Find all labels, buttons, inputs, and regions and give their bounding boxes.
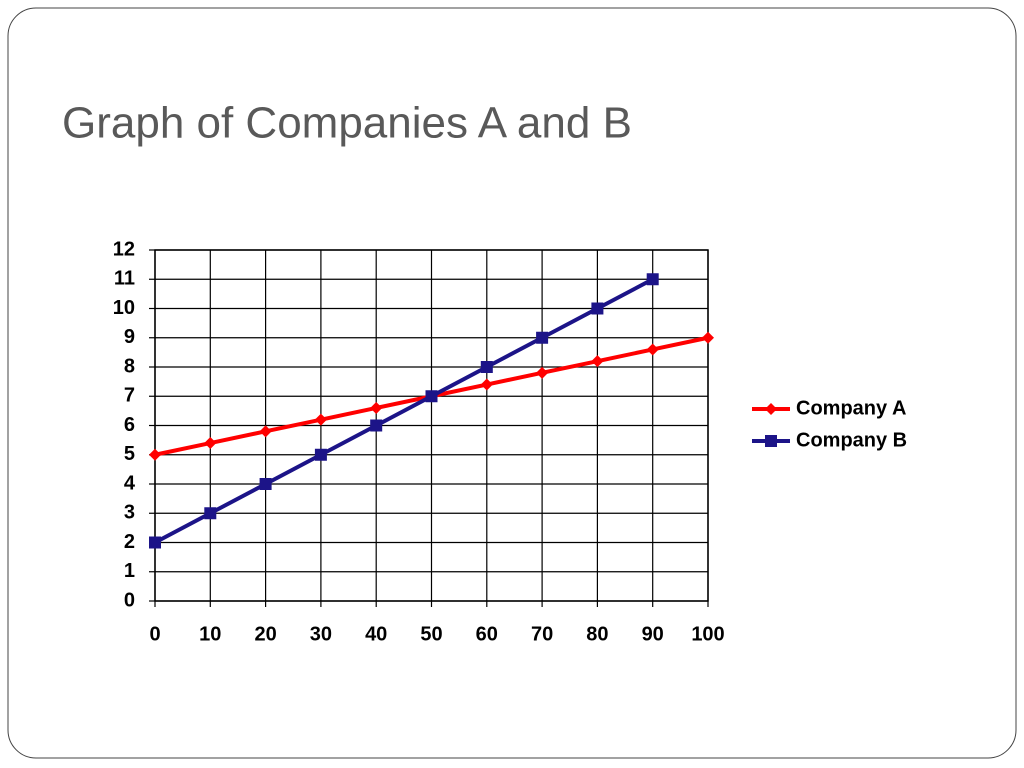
x-tick-label: 50 [420, 623, 442, 645]
x-tick-label: 20 [254, 623, 276, 645]
legend-marker [765, 435, 777, 447]
marker [480, 361, 493, 373]
plot-area [154, 249, 709, 602]
x-tick-label: 100 [691, 623, 724, 645]
marker [370, 419, 383, 432]
marker [259, 425, 272, 438]
y-tick-label: 12 [113, 238, 135, 260]
marker [646, 273, 659, 286]
y-tick-label: 5 [124, 443, 135, 465]
marker [591, 302, 604, 315]
marker [314, 413, 327, 426]
marker [646, 343, 659, 356]
x-tick-label: 70 [531, 623, 553, 645]
series-line [154, 277, 654, 545]
marker [591, 355, 604, 368]
marker [149, 536, 161, 549]
y-tick-label: 7 [124, 385, 135, 407]
marker [536, 366, 549, 379]
y-tick-label: 1 [124, 560, 135, 582]
marker [536, 331, 549, 344]
y-tick-label: 8 [124, 355, 135, 377]
x-tick-label: 40 [365, 623, 387, 645]
x-tick-label: 60 [476, 623, 498, 645]
legend-label: Company A [796, 397, 906, 419]
marker [370, 401, 383, 414]
y-tick-label: 11 [114, 268, 135, 290]
marker [204, 437, 217, 450]
marker [425, 390, 438, 403]
slide-border [7, 7, 1017, 759]
x-tick-label: 30 [310, 623, 332, 645]
marker [204, 507, 217, 520]
y-tick-label: 10 [113, 297, 135, 319]
y-tick-label: 6 [124, 414, 135, 436]
marker [149, 448, 161, 461]
y-tick-label: 0 [124, 589, 135, 611]
legend-marker [765, 403, 777, 415]
marker [702, 331, 714, 344]
chart-title: Graph of Companies A and B [62, 99, 632, 148]
x-tick-label: 0 [149, 623, 160, 645]
marker [314, 448, 327, 461]
legend-label: Company B [796, 429, 907, 451]
x-tick-label: 10 [199, 623, 221, 645]
y-tick-label: 9 [124, 326, 135, 348]
y-tick-label: 3 [124, 502, 135, 524]
x-tick-label: 90 [642, 623, 664, 645]
y-tick-label: 4 [124, 472, 136, 494]
y-tick-label: 2 [124, 531, 135, 553]
x-tick-label: 80 [586, 623, 608, 645]
marker [480, 378, 493, 391]
marker [259, 478, 272, 490]
